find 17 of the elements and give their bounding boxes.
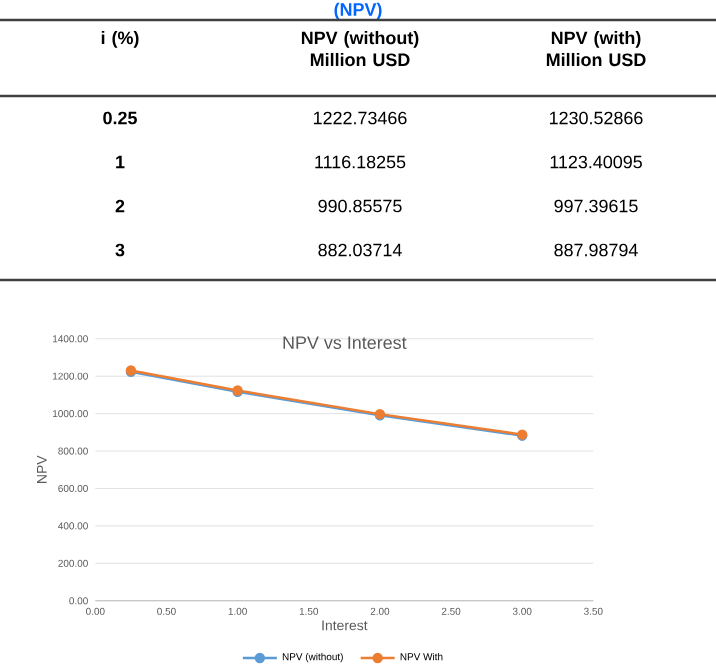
text: 0.25 (103, 111, 137, 125)
text: 1123.40095 (550, 155, 642, 169)
text: 3 (115, 243, 125, 257)
chart-title: NPV vs Interest (283, 336, 407, 349)
text: 1116.18255 (315, 155, 406, 169)
text: 997.39615 (554, 199, 638, 213)
text: (NPV) (334, 2, 382, 20)
text: 882.03714 (318, 243, 402, 257)
text: NPV (without) Million USD (301, 31, 419, 67)
text: NPV (with) Million USD (546, 31, 646, 67)
text: i (%) (101, 31, 139, 48)
text: 1222.73466 (314, 111, 407, 125)
text: 1 (116, 155, 125, 169)
text: 1230.52866 (550, 111, 643, 125)
text: 887.98794 (554, 243, 638, 257)
text: 990.85575 (318, 199, 402, 213)
text: 2 (115, 199, 125, 213)
